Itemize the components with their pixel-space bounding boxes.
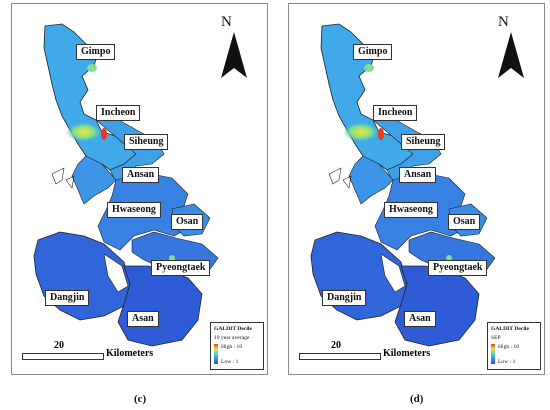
- north-arrow-icon: [498, 32, 524, 78]
- city-label-siheung: Siheung: [124, 134, 169, 150]
- legend-low: Low : 1: [221, 359, 239, 365]
- city-label-hwaseong: Hwaseong: [384, 202, 438, 218]
- scale-bar: [22, 353, 104, 360]
- legend-color-ramp: [491, 344, 495, 364]
- city-label-ansan: Ansan: [122, 167, 160, 183]
- city-label-gimpo: Gimpo: [353, 44, 393, 60]
- legend-title: GALDIT Decile: [214, 326, 252, 332]
- legend-title: GALDIT Decile: [491, 326, 529, 332]
- city-label-dangjin: Dangjin: [322, 290, 367, 306]
- city-label-incheon: Incheon: [96, 105, 141, 121]
- city-label-osan: Osan: [448, 214, 481, 230]
- scale-value: 20: [54, 340, 64, 351]
- city-label-pyeongtaek: Pyeongtaek: [151, 260, 211, 276]
- city-label-incheon: Incheon: [373, 105, 418, 121]
- coastal-fragments: [51, 167, 75, 189]
- map-panel-c: Gimpo Incheon Siheung Ansan Hwaseong Osa…: [11, 3, 268, 375]
- north-label: N: [221, 14, 232, 30]
- city-label-hwaseong: Hwaseong: [107, 202, 161, 218]
- city-label-gimpo: Gimpo: [76, 44, 116, 60]
- map-panel-d: Gimpo Incheon Siheung Ansan Hwaseong Osa…: [288, 3, 545, 375]
- legend: GALDIT Decile 10 year average High : 10 …: [210, 322, 264, 370]
- city-label-asan: Asan: [404, 311, 436, 327]
- city-label-dangjin: Dangjin: [45, 290, 90, 306]
- north-arrow-icon: [221, 32, 247, 78]
- legend-color-ramp: [214, 344, 218, 364]
- legend: GALDIT Decile SEP High : 10 Low : 1: [487, 322, 541, 370]
- scale-unit: Kilometers: [106, 348, 154, 359]
- legend-high: High : 10: [498, 344, 520, 350]
- north-label: N: [498, 14, 509, 30]
- city-label-ansan: Ansan: [399, 167, 437, 183]
- city-label-siheung: Siheung: [401, 134, 446, 150]
- hotspots: [66, 64, 175, 261]
- scale-unit: Kilometers: [383, 348, 431, 359]
- coastal-fragments: [328, 167, 352, 189]
- city-label-osan: Osan: [171, 214, 204, 230]
- city-label-asan: Asan: [127, 311, 159, 327]
- city-label-pyeongtaek: Pyeongtaek: [428, 260, 488, 276]
- legend-low: Low : 1: [498, 359, 516, 365]
- legend-subtitle: SEP: [491, 335, 501, 341]
- caption-c: (c): [134, 393, 147, 405]
- legend-high: High : 10: [221, 344, 243, 350]
- scale-bar: [299, 353, 381, 360]
- caption-d: (d): [410, 393, 424, 405]
- legend-subtitle: 10 year average: [214, 335, 250, 341]
- scale-value: 20: [331, 340, 341, 351]
- hotspots: [343, 64, 452, 261]
